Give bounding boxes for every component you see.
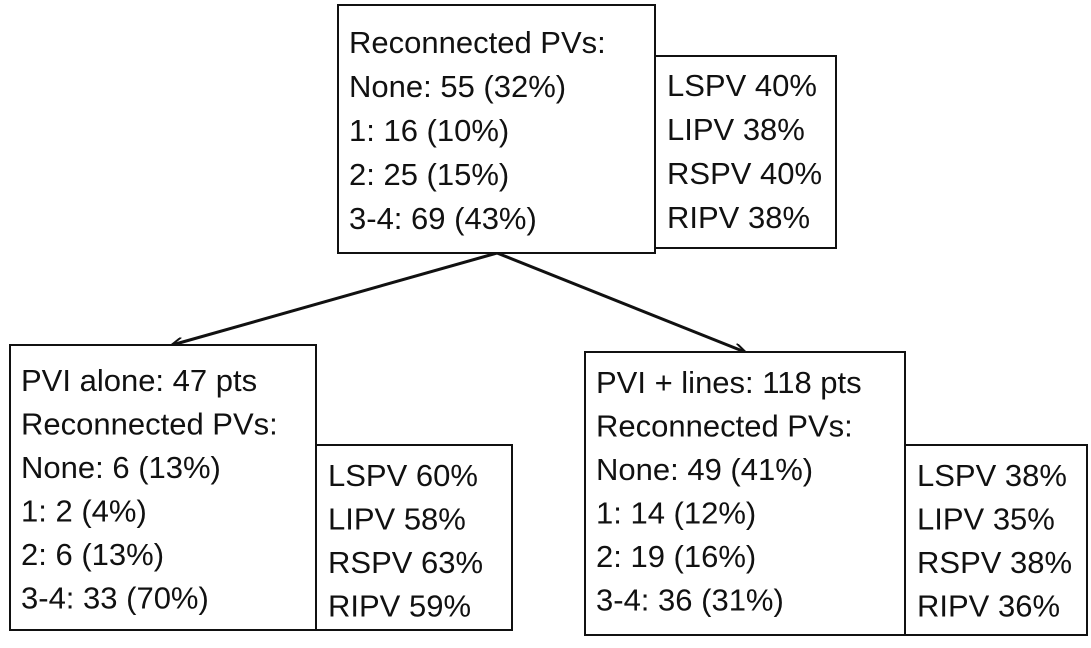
node-box	[9, 344, 317, 631]
node-line: 3-4: 36 (31%)	[596, 583, 784, 618]
node-line: PVI + lines: 118 pts	[596, 365, 862, 400]
side-box	[654, 55, 837, 249]
node-line: PVI alone: 47 pts	[21, 363, 257, 398]
side-line: RIPV 38%	[667, 200, 810, 235]
side-line: RIPV 36%	[917, 589, 1060, 624]
side-box	[904, 444, 1088, 636]
side-line: RSPV 38%	[917, 545, 1072, 580]
node-line: None: 49 (41%)	[596, 452, 813, 487]
side-line: LIPV 58%	[328, 502, 466, 537]
node-line: Reconnected PVs:	[21, 407, 278, 442]
node-box	[337, 4, 656, 254]
node-line: 2: 25 (15%)	[349, 157, 509, 192]
node-line: 2: 6 (13%)	[21, 537, 164, 572]
node-line: 3-4: 33 (70%)	[21, 581, 209, 616]
node-line: None: 6 (13%)	[21, 450, 221, 485]
arrow	[172, 251, 498, 345]
node-box	[584, 351, 906, 636]
side-line: RSPV 63%	[328, 545, 483, 580]
side-line: RIPV 59%	[328, 589, 471, 624]
side-line: LSPV 40%	[667, 68, 817, 103]
node-line: Reconnected PVs:	[349, 25, 606, 60]
side-line: LIPV 38%	[667, 112, 805, 147]
node-line: 3-4: 69 (43%)	[349, 201, 537, 236]
node-line: Reconnected PVs:	[596, 409, 853, 444]
node-line: 1: 14 (12%)	[596, 496, 756, 531]
side-box	[315, 444, 513, 631]
side-line: LIPV 35%	[917, 502, 1055, 537]
arrow	[496, 251, 745, 352]
node-line: None: 55 (32%)	[349, 69, 566, 104]
node-line: 2: 19 (16%)	[596, 539, 756, 574]
side-line: RSPV 40%	[667, 156, 822, 191]
node-line: 1: 2 (4%)	[21, 494, 147, 529]
side-line: LSPV 60%	[328, 458, 478, 493]
node-line: 1: 16 (10%)	[349, 113, 509, 148]
side-line: LSPV 38%	[917, 458, 1067, 493]
